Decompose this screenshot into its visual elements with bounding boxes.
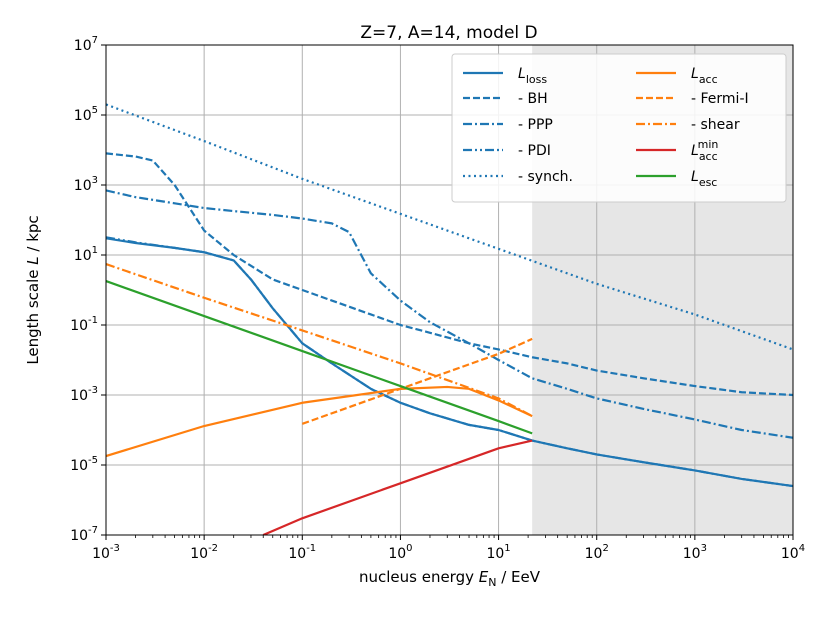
series-shear <box>106 263 533 418</box>
legend-box <box>451 53 787 203</box>
x-tick-label: 10-3 <box>92 543 120 562</box>
y-tick-label: 10-7 <box>70 525 98 544</box>
series-L_acc_min <box>262 439 533 535</box>
legend-label-L_acc: Lacc <box>691 66 718 86</box>
y-axis-label: Length scale L / kpc <box>24 215 42 364</box>
y-tick-label: 10-1 <box>70 315 98 334</box>
legend-label-L_acc_min: Laccmin <box>691 138 718 163</box>
series-PPP <box>106 189 793 439</box>
legend-label-PDI: - PDI <box>518 143 551 159</box>
legend-label-PPP: - PPP <box>518 117 553 133</box>
x-axis-label: nucleus energy EN / EeV <box>359 568 541 589</box>
x-tick-label: 103 <box>683 543 707 562</box>
x-tick-label: 102 <box>585 543 609 562</box>
x-tick-label: 100 <box>388 543 412 562</box>
x-tick-label: 101 <box>486 543 510 562</box>
legend-label-L_loss: Lloss <box>518 66 547 86</box>
series-BH <box>106 152 793 397</box>
x-tick-label: 10-1 <box>288 543 316 562</box>
legend-label-shear: - shear <box>691 117 740 133</box>
chart-title: Z=7, A=14, model D <box>360 23 537 43</box>
x-tick-label: 104 <box>781 543 805 562</box>
axis-label-layer: nucleus energy EN / EeV Length scale L / … <box>24 215 541 589</box>
series-L_esc <box>106 280 533 435</box>
y-tick-label: 107 <box>74 35 98 54</box>
legend: Lloss - BH - PPP - PDI - synch. Lacc - Fe… <box>451 53 787 203</box>
series-layer <box>106 103 793 535</box>
y-tick-label: 103 <box>74 175 98 194</box>
y-tick-label: 101 <box>74 245 98 264</box>
legend-label-L_esc: Lesc <box>691 169 717 189</box>
legend-label-synch: - synch. <box>518 169 573 185</box>
plot-frame <box>105 44 794 536</box>
legend-label-Fermi: - Fermi-I <box>691 91 749 107</box>
series-L_acc <box>106 385 533 458</box>
y-tick-label: 10-5 <box>70 455 98 474</box>
x-tick-label: 10-2 <box>190 543 218 562</box>
y-tick-label: 105 <box>74 105 98 124</box>
series-Fermi <box>301 337 533 425</box>
legend-label-BH: - BH <box>518 91 548 107</box>
series-PDI <box>106 236 793 488</box>
y-tick-label: 10-3 <box>70 385 98 404</box>
tick-layer: 10-3 10-2 10-1 100 101 102 103 104 10-7 10-5 10-3 1… <box>70 35 805 562</box>
series-synch <box>106 103 793 351</box>
